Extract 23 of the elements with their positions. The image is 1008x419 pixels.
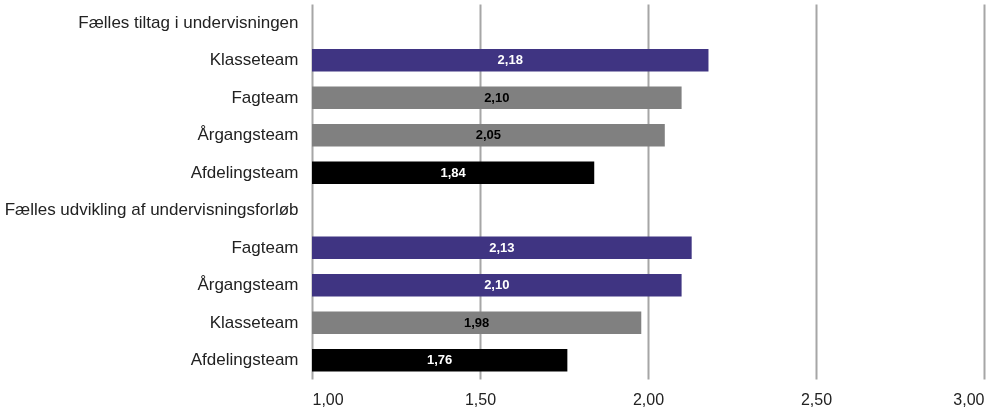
data-label: 1,76: [427, 352, 453, 368]
y-tick-label: Fagteam: [231, 87, 299, 107]
y-tick-label: Fælles udvikling af undervisningsforløb: [4, 200, 299, 220]
y-tick-label: Klasseteam: [209, 50, 299, 70]
data-label: 2,10: [484, 277, 510, 293]
data-label: 1,98: [463, 314, 490, 330]
y-tick-label: Klasseteam: [209, 312, 299, 332]
y-tick-label: Afdelingsteam: [190, 162, 299, 182]
data-label: 2,05: [475, 127, 502, 143]
x-tick-label: 3,00: [953, 390, 985, 408]
x-tick-label: 1,00: [312, 390, 344, 408]
x-tick-label: 1,50: [464, 390, 497, 408]
y-tick-label: Årgangsteam: [197, 125, 299, 145]
data-label: 2,13: [489, 239, 515, 255]
data-label: 1,84: [440, 164, 467, 180]
data-label: 2,18: [497, 52, 523, 68]
x-tick-label: 2,00: [632, 390, 665, 408]
data-label: 2,10: [484, 89, 510, 105]
y-tick-label: Afdelingsteam: [190, 350, 299, 370]
x-tick-label: 2,50: [800, 390, 833, 408]
y-tick-label: Årgangsteam: [197, 275, 299, 295]
y-tick-label: Fælles tiltag i undervisningen: [78, 12, 299, 32]
y-tick-label: Fagteam: [231, 237, 299, 257]
